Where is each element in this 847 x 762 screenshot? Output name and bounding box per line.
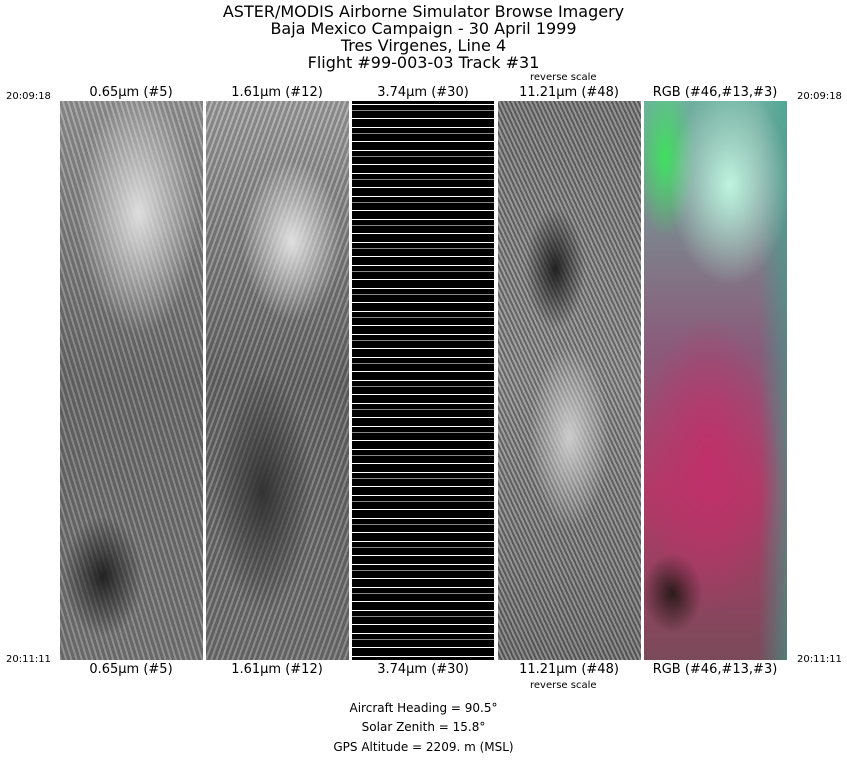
image-panel-0.65um (60, 101, 203, 660)
gps-altitude: GPS Altitude = 2209. m (MSL) (333, 740, 514, 754)
end-time-right: 20:11:11 (797, 654, 842, 665)
start-time-left: 20:09:18 (6, 91, 51, 102)
panel-label-bottom: 1.61μm (#12) (231, 662, 323, 677)
panel-label-top: 11.21μm (#48) (519, 85, 619, 100)
panel-label-top: RGB (#46,#13,#3) (652, 85, 778, 100)
image-panel-1.61um (206, 101, 349, 660)
aircraft-heading: Aircraft Heading = 90.5° (349, 701, 498, 715)
end-time-left: 20:11:11 (6, 654, 51, 665)
panel-label-bottom: RGB (#46,#13,#3) (652, 662, 778, 677)
panel-label-top: 1.61μm (#12) (231, 85, 323, 100)
panel-label-top: 0.65μm (#5) (89, 85, 173, 100)
panel-label-bottom: 11.21μm (#48) (519, 662, 619, 677)
reverse-scale-note-top: reverse scale (530, 72, 597, 83)
reverse-scale-note-bottom: reverse scale (530, 680, 597, 691)
image-panel-11.21um (498, 101, 641, 660)
panel-label-top: 3.74μm (#30) (377, 85, 469, 100)
image-panel-rgb (644, 101, 787, 660)
title-line-4: Flight #99-003-03 Track #31 (307, 53, 540, 72)
title-line-2: Baja Mexico Campaign - 30 April 1999 (270, 19, 577, 38)
solar-zenith: Solar Zenith = 15.8° (361, 720, 486, 734)
image-panel-3.74um (352, 101, 494, 660)
start-time-right: 20:09:18 (797, 91, 842, 102)
title-line-1: ASTER/MODIS Airborne Simulator Browse Im… (222, 2, 625, 21)
title-line-3: Tres Virgenes, Line 4 (340, 36, 507, 55)
panel-label-bottom: 3.74μm (#30) (377, 662, 469, 677)
panel-label-bottom: 0.65μm (#5) (89, 662, 173, 677)
